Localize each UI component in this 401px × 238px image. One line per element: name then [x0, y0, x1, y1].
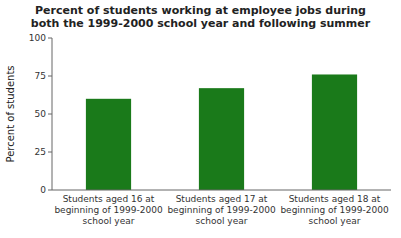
y-axis-label: Percent of students [5, 65, 16, 162]
x-tick-label: Students aged 18 atbeginning of 1999-200… [280, 194, 389, 226]
y-tick [48, 114, 52, 115]
y-tick [48, 76, 52, 77]
bar [86, 99, 131, 190]
x-tick-label: Students aged 16 atbeginning of 1999-200… [54, 194, 163, 226]
title: Percent of students working at employee … [31, 4, 371, 30]
y-tick-label: 0 [40, 185, 46, 195]
y-tick [48, 152, 52, 153]
chart: Percent of students working at employee … [0, 0, 401, 238]
y-tick [48, 190, 52, 191]
y-tick-label: 50 [35, 109, 47, 119]
y-tick-label: 100 [29, 33, 46, 43]
bar [312, 74, 357, 190]
y-tick-label: 75 [35, 71, 46, 81]
y-tick-label: 25 [35, 147, 46, 157]
x-axis [52, 190, 391, 191]
x-tick-label: Students aged 17 atbeginning of 1999-200… [167, 194, 276, 226]
bar [199, 88, 244, 190]
bars [86, 74, 357, 190]
y-tick [48, 38, 52, 39]
